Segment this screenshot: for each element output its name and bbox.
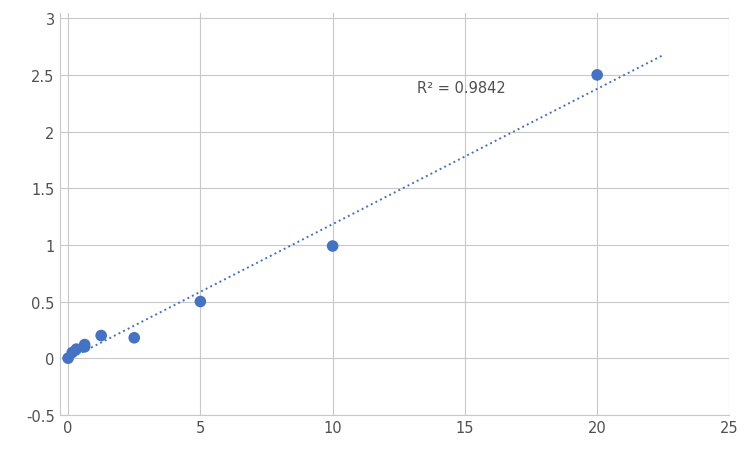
Point bbox=[326, 243, 338, 250]
Point bbox=[591, 72, 603, 79]
Point bbox=[128, 335, 140, 342]
Point bbox=[79, 341, 91, 349]
Point bbox=[62, 355, 74, 362]
Point bbox=[79, 344, 91, 351]
Point bbox=[66, 349, 78, 356]
Point bbox=[194, 298, 206, 305]
Text: R² = 0.9842: R² = 0.9842 bbox=[417, 81, 506, 96]
Point bbox=[96, 332, 108, 340]
Point bbox=[71, 346, 83, 353]
